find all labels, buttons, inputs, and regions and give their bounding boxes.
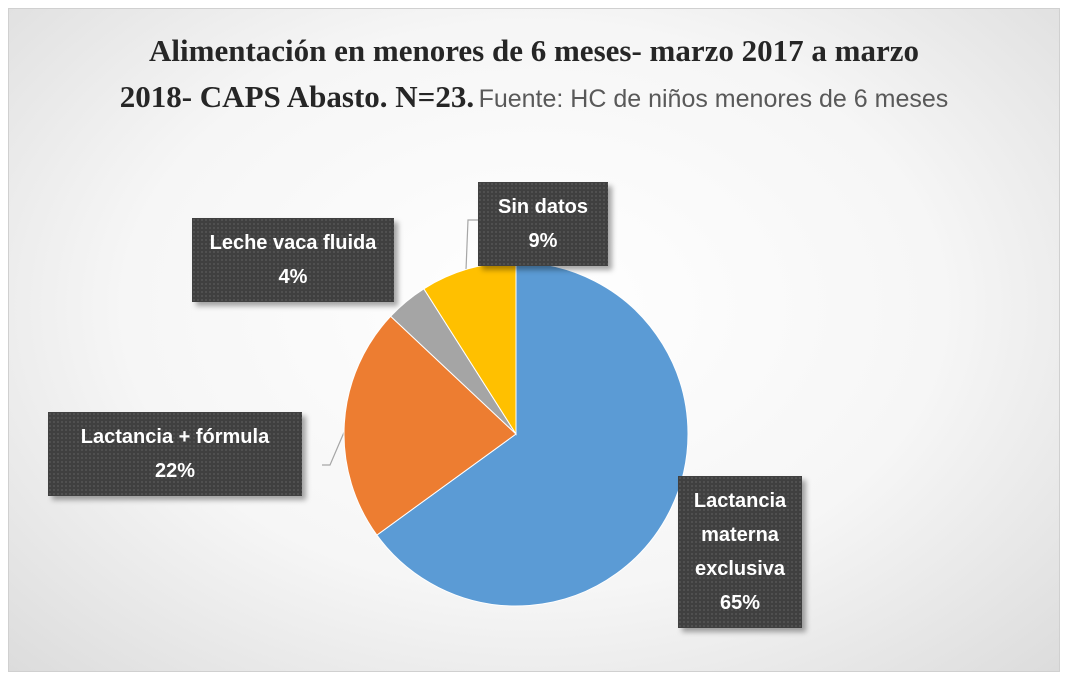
value-label: 4% (278, 266, 308, 288)
category-label: Lactancia + fórmula (80, 426, 270, 448)
title-block: Alimentación en menores de 6 meses- marz… (119, 31, 949, 123)
value-label: 65% (719, 592, 761, 614)
data-label: Lactancia + fórmula 22% (48, 412, 302, 496)
value-label: 22% (154, 460, 196, 482)
chart-subtitle: Fuente: HC de niños menores de 6 meses (478, 85, 949, 113)
data-label: Lactancia materna exclusiva 65% (678, 476, 802, 628)
category-label: Leche vaca fluida (209, 232, 377, 254)
leader-lines (322, 219, 478, 466)
data-label: Leche vaca fluida 4% (192, 218, 394, 302)
data-label: Sin datos 9% (478, 182, 608, 266)
leader-line (465, 219, 478, 271)
leader-line (322, 429, 346, 466)
value-label: 9% (528, 230, 558, 252)
pie-slice (376, 261, 689, 607)
category-label: Lactancia materna exclusiva (693, 490, 787, 580)
chart-title: Alimentación en menores de 6 meses- marz… (119, 33, 919, 114)
category-label: Sin datos (497, 196, 588, 218)
pie-slice (343, 315, 517, 536)
